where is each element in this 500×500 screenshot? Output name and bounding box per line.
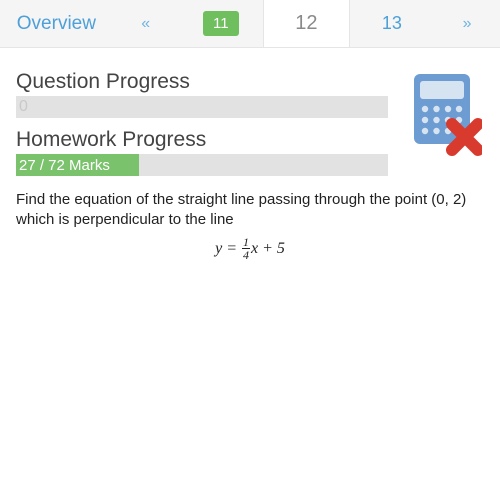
eq-frac-numerator: 1 xyxy=(242,236,250,249)
question-text: Find the equation of the straight line p… xyxy=(16,190,484,231)
nav-page-current[interactable]: 12 xyxy=(263,0,350,47)
question-progress-bar: 0 xyxy=(16,96,388,118)
nav-next-arrows[interactable]: » xyxy=(434,0,500,47)
question-nav-tabs: Overview « 11 12 13 » xyxy=(0,0,500,48)
homework-progress-bar: 27 / 72 Marks xyxy=(16,154,388,176)
homework-progress-fill: 27 / 72 Marks xyxy=(16,154,139,176)
eq-suffix: x + 5 xyxy=(251,240,285,257)
eq-prefix: y = xyxy=(215,240,241,257)
nav-page-next[interactable]: 13 xyxy=(350,0,435,47)
question-equation: y = 14x + 5 xyxy=(16,237,484,262)
nav-page-prev[interactable]: 11 xyxy=(179,0,264,47)
content-area: Question Progress 0 Homework Progress 27… xyxy=(0,48,500,262)
tab-overview[interactable]: Overview xyxy=(0,0,113,47)
eq-fraction: 14 xyxy=(242,236,250,261)
nav-prev-arrows[interactable]: « xyxy=(113,0,179,47)
calculator-icon[interactable] xyxy=(408,74,482,163)
eq-frac-denominator: 4 xyxy=(242,249,250,261)
question-progress-value: 0 xyxy=(19,96,28,118)
page-prev-badge: 11 xyxy=(203,11,239,36)
